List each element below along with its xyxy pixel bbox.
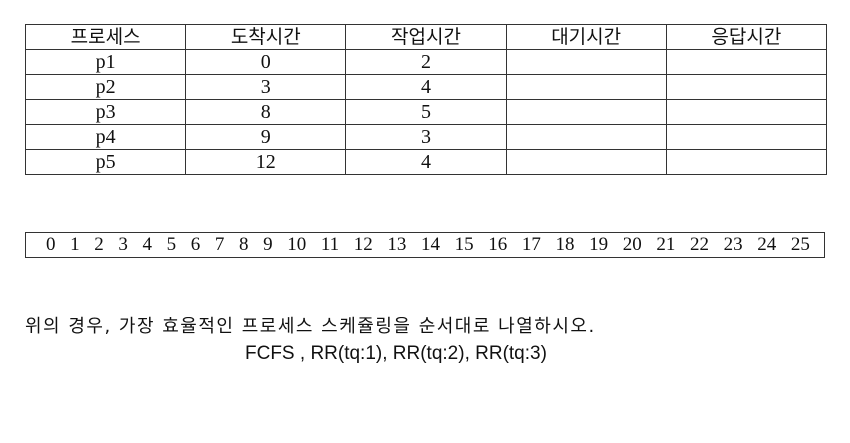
cell-waiting — [505, 99, 667, 125]
timeline-tick: 20 — [622, 234, 642, 255]
timeline-tick: 5 — [166, 234, 177, 255]
timeline-tick: 25 — [790, 234, 810, 255]
header-response-time: 응답시간 — [665, 24, 828, 50]
timeline-tick: 14 — [421, 234, 441, 255]
cell-burst: 3 — [345, 124, 507, 150]
timeline-tick: 4 — [142, 234, 153, 255]
timeline-tick: 7 — [214, 234, 225, 255]
cell-waiting — [505, 149, 667, 175]
cell-process: p4 — [24, 124, 187, 150]
cell-burst: 2 — [345, 49, 507, 75]
cell-arrival: 3 — [185, 74, 347, 100]
cell-burst: 5 — [345, 99, 507, 125]
cell-waiting — [505, 49, 667, 75]
timeline-tick: 12 — [353, 234, 373, 255]
timeline-tick: 11 — [320, 234, 340, 255]
timeline-tick: 23 — [723, 234, 743, 255]
timeline-bar: 0 1 2 3 4 5 6 7 8 9 10 11 12 13 14 15 16… — [25, 232, 825, 258]
cell-process: p2 — [24, 74, 187, 100]
timeline-tick: 15 — [454, 234, 474, 255]
table-row: p4 9 3 — [24, 124, 828, 150]
cell-waiting — [505, 124, 667, 150]
timeline-tick: 21 — [656, 234, 676, 255]
header-arrival-time: 도착시간 — [185, 24, 347, 50]
timeline-tick: 13 — [387, 234, 407, 255]
cell-arrival: 12 — [185, 149, 347, 175]
cell-burst: 4 — [345, 149, 507, 175]
timeline-tick: 18 — [555, 234, 575, 255]
header-waiting-time: 대기시간 — [505, 24, 667, 50]
answer-options: FCFS , RR(tq:1), RR(tq:2), RR(tq:3) — [245, 343, 547, 364]
process-table: 프로세스 도착시간 작업시간 대기시간 응답시간 p1 0 2 p2 3 4 p… — [24, 24, 828, 175]
timeline-tick: 22 — [690, 234, 710, 255]
cell-waiting — [505, 74, 667, 100]
timeline-tick: 0 — [46, 234, 56, 255]
cell-burst: 4 — [345, 74, 507, 100]
timeline-tick: 8 — [239, 234, 249, 255]
cell-response — [665, 124, 828, 150]
cell-arrival: 8 — [185, 99, 347, 125]
cell-process: p3 — [24, 99, 187, 125]
question-text: 위의 경우, 가장 효율적인 프로세스 스케쥴링을 순서대로 나열하시오. — [25, 316, 596, 337]
timeline-tick: 9 — [263, 234, 273, 255]
table-header-row: 프로세스 도착시간 작업시간 대기시간 응답시간 — [24, 24, 828, 50]
timeline-tick: 1 — [70, 234, 80, 255]
cell-response — [665, 74, 828, 100]
cell-response — [665, 99, 828, 125]
header-burst-time: 작업시간 — [345, 24, 507, 50]
table-row: p3 8 5 — [24, 99, 828, 125]
cell-arrival: 9 — [185, 124, 347, 150]
timeline-tick: 17 — [521, 234, 541, 255]
timeline-tick: 2 — [94, 234, 104, 255]
cell-response — [665, 149, 828, 175]
cell-arrival: 0 — [185, 49, 347, 75]
cell-process: p5 — [24, 149, 187, 175]
table-row: p5 12 4 — [24, 149, 828, 175]
table-row: p1 0 2 — [24, 49, 828, 75]
timeline-tick: 3 — [118, 234, 128, 255]
timeline-tick: 24 — [757, 234, 777, 255]
header-process: 프로세스 — [24, 24, 187, 50]
timeline-tick: 10 — [287, 234, 307, 255]
timeline-tick: 16 — [488, 234, 508, 255]
cell-process: p1 — [24, 49, 187, 75]
table-row: p2 3 4 — [24, 74, 828, 100]
timeline-tick: 6 — [190, 234, 201, 255]
timeline-tick: 19 — [589, 234, 609, 255]
cell-response — [665, 49, 828, 75]
